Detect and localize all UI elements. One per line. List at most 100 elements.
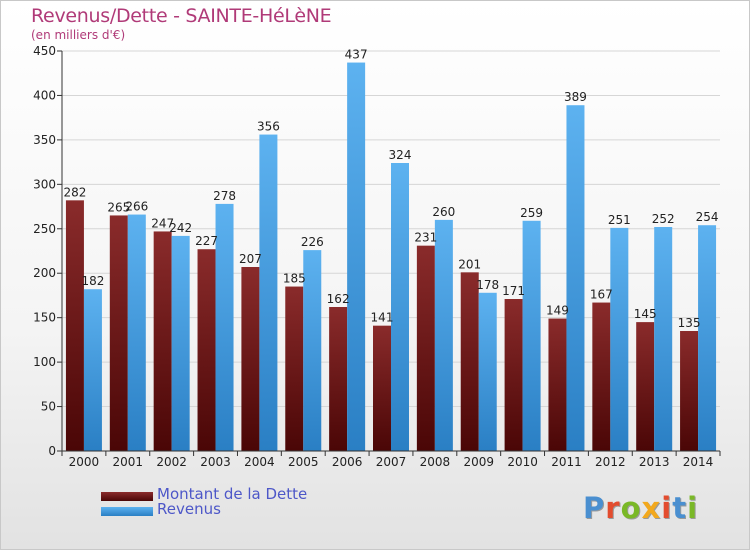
bar-dette-2003 — [197, 249, 216, 451]
data-label-revenus-2004: 356 — [257, 120, 280, 134]
bar-revenus-2009 — [478, 292, 497, 451]
y-tick-label: 100 — [33, 355, 56, 369]
data-label-revenus-2000: 182 — [81, 274, 104, 288]
legend-swatch-revenus — [101, 507, 153, 516]
bar-revenus-2013 — [654, 227, 673, 451]
x-tick-label-2013: 2013 — [639, 455, 670, 469]
bar-dette-2002 — [153, 231, 172, 451]
bar-dette-2013 — [636, 322, 655, 451]
y-tick-label: 350 — [33, 133, 56, 147]
bar-revenus-2008 — [434, 219, 453, 451]
y-tick-label: 400 — [33, 88, 56, 102]
x-tick-label-2006: 2006 — [332, 455, 363, 469]
data-label-revenus-2013: 252 — [652, 212, 675, 226]
data-label-revenus-2001: 266 — [125, 200, 148, 214]
bar-dette-2014 — [680, 331, 699, 451]
data-label-revenus-2003: 278 — [213, 189, 236, 203]
bar-revenus-2014 — [698, 225, 717, 451]
data-label-dette-2002: 247 — [151, 216, 174, 230]
data-label-dette-2004: 207 — [239, 252, 262, 266]
logo-letter: i — [661, 491, 673, 525]
bar-revenus-2005 — [303, 250, 322, 451]
data-label-revenus-2010: 259 — [520, 206, 543, 220]
data-label-dette-2007: 141 — [371, 311, 394, 325]
bar-dette-2004 — [241, 267, 260, 451]
data-label-dette-2000: 282 — [63, 185, 86, 199]
x-tick-label-2014: 2014 — [683, 455, 714, 469]
bar-revenus-2000 — [83, 289, 102, 451]
x-tick-label-2003: 2003 — [200, 455, 231, 469]
chart-subtitle: (en milliers d'€) — [31, 28, 126, 42]
data-label-revenus-2002: 242 — [169, 221, 192, 235]
y-tick-label: 300 — [33, 177, 56, 191]
data-label-dette-2001: 265 — [107, 200, 130, 214]
x-tick-label-2002: 2002 — [156, 455, 187, 469]
x-tick-label-2001: 2001 — [113, 455, 144, 469]
logo-letter: x — [641, 491, 662, 525]
x-tick-label-2011: 2011 — [551, 455, 582, 469]
data-label-dette-2003: 227 — [195, 234, 218, 248]
logo-letter: P — [583, 491, 606, 525]
data-label-revenus-2011: 389 — [564, 90, 587, 104]
x-tick-label-2005: 2005 — [288, 455, 319, 469]
bar-dette-2005 — [285, 286, 304, 451]
x-tick-label-2010: 2010 — [507, 455, 538, 469]
y-tick-label: 50 — [41, 400, 56, 414]
data-label-dette-2006: 162 — [327, 292, 350, 306]
axis-layer: 0 50 100 150 200 250 300 350 400 450 2000 2001 2002 2… — [33, 44, 721, 469]
data-label-revenus-2007: 324 — [389, 148, 412, 162]
logo-letter: t — [672, 491, 688, 525]
x-tick-label-2007: 2007 — [376, 455, 407, 469]
legend-label-revenus: Revenus — [157, 500, 221, 518]
data-label-dette-2010: 171 — [502, 284, 525, 298]
bar-revenus-2012 — [610, 227, 629, 451]
y-tick-label: 200 — [33, 266, 56, 280]
data-label-revenus-2005: 226 — [301, 235, 324, 249]
bar-revenus-2004 — [259, 134, 278, 452]
bar-revenus-2001 — [127, 214, 146, 451]
bar-dette-2009 — [460, 272, 479, 451]
x-tick-label-2008: 2008 — [420, 455, 451, 469]
bar-revenus-2003 — [215, 203, 234, 451]
data-label-revenus-2014: 254 — [696, 210, 719, 224]
data-label-revenus-2006: 437 — [345, 48, 368, 62]
data-label-revenus-2008: 260 — [432, 205, 455, 219]
logo-letter: i — [687, 491, 699, 525]
logo-letter: o — [620, 491, 642, 525]
x-tick-label-2000: 2000 — [69, 455, 100, 469]
legend-swatch-dette — [101, 492, 153, 501]
data-label-dette-2012: 167 — [590, 288, 613, 302]
x-tick-label-2012: 2012 — [595, 455, 626, 469]
data-label-dette-2008: 231 — [414, 231, 437, 245]
y-tick-label: 450 — [33, 44, 56, 58]
data-label-dette-2011: 149 — [546, 304, 569, 318]
bar-dette-2010 — [504, 299, 523, 451]
data-label-dette-2009: 201 — [458, 257, 481, 271]
logo-letter: r — [605, 491, 621, 525]
bar-dette-2007 — [373, 325, 391, 451]
y-tick-label: 150 — [33, 311, 56, 325]
y-tick-label: 0 — [48, 444, 56, 458]
x-tick-label-2009: 2009 — [463, 455, 494, 469]
y-tick-label: 250 — [33, 222, 56, 236]
bar-dette-2008 — [416, 245, 435, 451]
legend-label-dette: Montant de la Dette — [157, 485, 308, 503]
bar-revenus-2010 — [522, 220, 541, 451]
bar-dette-2001 — [109, 215, 128, 451]
bar-revenus-2011 — [566, 105, 585, 451]
bar-dette-2012 — [592, 302, 611, 451]
x-tick-label-2004: 2004 — [244, 455, 275, 469]
data-label-revenus-2012: 251 — [608, 213, 631, 227]
data-label-dette-2005: 185 — [283, 272, 306, 286]
bar-dette-2011 — [548, 318, 567, 451]
bar-revenus-2007 — [391, 163, 409, 451]
bar-dette-2000 — [65, 200, 84, 451]
data-label-revenus-2009: 178 — [476, 278, 499, 292]
data-label-dette-2013: 145 — [634, 307, 657, 321]
bar-revenus-2006 — [347, 62, 366, 452]
bars-layer — [65, 62, 717, 452]
bar-revenus-2002 — [171, 235, 190, 451]
data-label-dette-2014: 135 — [678, 316, 701, 330]
